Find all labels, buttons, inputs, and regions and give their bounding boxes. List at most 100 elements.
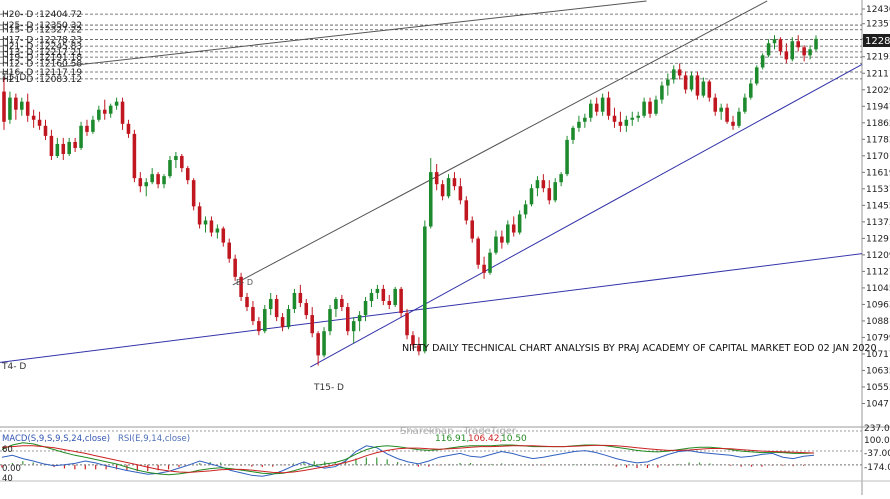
candle-body (695, 75, 700, 96)
candle-body (666, 79, 670, 86)
candlesticks (2, 35, 818, 366)
candle-body (126, 123, 131, 134)
candle-body (227, 242, 232, 259)
trendline-arc (60, 0, 647, 68)
level-label: H16- D :12117.19 (2, 68, 82, 78)
rsi-legend: RSI(E,9,14,close) (118, 434, 190, 444)
y-tick-label: 10963 (866, 300, 890, 310)
y-tick-label: 11865 (866, 119, 890, 129)
trendline-t4 (0, 253, 863, 363)
y-tick-label: 10553 (866, 383, 890, 393)
candle-body (683, 75, 688, 90)
y-tick-label: 10799 (866, 333, 890, 343)
candle-body (102, 109, 107, 114)
y-tick-label: 11783 (866, 135, 890, 145)
candle-body (274, 298, 279, 318)
y-tick-label: 12193 (866, 53, 890, 63)
level-label: H15- D :12327.22 (2, 26, 82, 36)
candle-body (671, 69, 676, 80)
y-tick-label: 11373 (866, 218, 890, 228)
candle-body (571, 127, 575, 140)
t4-label: T4- D (1, 362, 26, 372)
candle-body (725, 107, 729, 122)
candle-body (796, 41, 800, 48)
candle-body (737, 111, 741, 126)
candle-body (612, 115, 617, 122)
y-tick-label: 11619 (866, 168, 890, 178)
candle-body (2, 91, 6, 122)
candle-body (340, 298, 344, 308)
y-tick-label: 11537 (866, 185, 890, 195)
candle-body (144, 182, 149, 187)
candle-body (754, 67, 759, 84)
indicator-left-ticks: 60 0.00 40 (2, 445, 21, 484)
candle-body (778, 39, 783, 52)
candle-body (357, 315, 362, 322)
candle-body (588, 103, 593, 118)
current-price-label: 12282 (865, 36, 890, 47)
candle-body (494, 236, 498, 253)
candle-body (221, 228, 226, 243)
y-tick-label: 11045 (866, 284, 890, 294)
t1-label: T1- D (1, 73, 26, 83)
y-tick-label: 11127 (866, 267, 890, 277)
candle-body (423, 226, 427, 352)
candle-body (375, 288, 380, 293)
candle-body (25, 101, 30, 116)
candle-body (642, 101, 646, 116)
candle-body (168, 160, 172, 177)
candle-body (304, 303, 309, 316)
candle-body (428, 172, 433, 227)
candle-body (636, 115, 640, 118)
level-label: H17- D :12278.23 (2, 36, 82, 46)
candle-body (31, 115, 36, 120)
y-tick-label: 11947 (866, 102, 890, 112)
candle-body (488, 252, 492, 273)
indicator-lines (0, 442, 862, 477)
candle-body (280, 317, 285, 328)
indicator-line-signal (1, 444, 815, 474)
level-label: H21- D :12245.83 (2, 42, 82, 52)
candle-body (67, 141, 71, 155)
candle-body (648, 101, 652, 114)
candle-body (535, 180, 540, 189)
level-label: H20- D :12404.72 (2, 10, 82, 20)
candle-body (97, 109, 101, 120)
trendline-b (232, 0, 768, 286)
y-tick-label: 11209 (866, 251, 890, 261)
candle-body (559, 174, 563, 183)
candle-body (85, 125, 89, 132)
candle-body (547, 188, 552, 201)
candle-body (511, 224, 516, 233)
candle-body (55, 143, 60, 157)
candle-body (185, 168, 190, 181)
candle-body (452, 178, 457, 187)
candle-body (387, 300, 392, 306)
watermark: Sharekhan - TradeTiger (400, 426, 517, 437)
candle-body (79, 125, 83, 148)
candle-body (180, 156, 184, 169)
candle-body (565, 139, 569, 175)
candle-body (731, 121, 735, 126)
candle-body (808, 49, 812, 56)
candle-body (245, 296, 249, 308)
candle-body (345, 307, 350, 332)
macd-value: 116.91, (435, 434, 469, 444)
candle-body (701, 81, 706, 96)
left-tick: 40 (2, 474, 13, 484)
candle-body (440, 184, 445, 197)
candle-body (624, 119, 629, 126)
candle-body (707, 81, 712, 98)
candle-body (476, 238, 480, 265)
candle-body (257, 321, 261, 332)
candle-body (108, 105, 113, 114)
candle-body (328, 309, 332, 332)
price-tag-box (863, 34, 890, 47)
candle-body (814, 38, 818, 50)
candle-body (446, 178, 451, 197)
candle-body (162, 176, 166, 185)
